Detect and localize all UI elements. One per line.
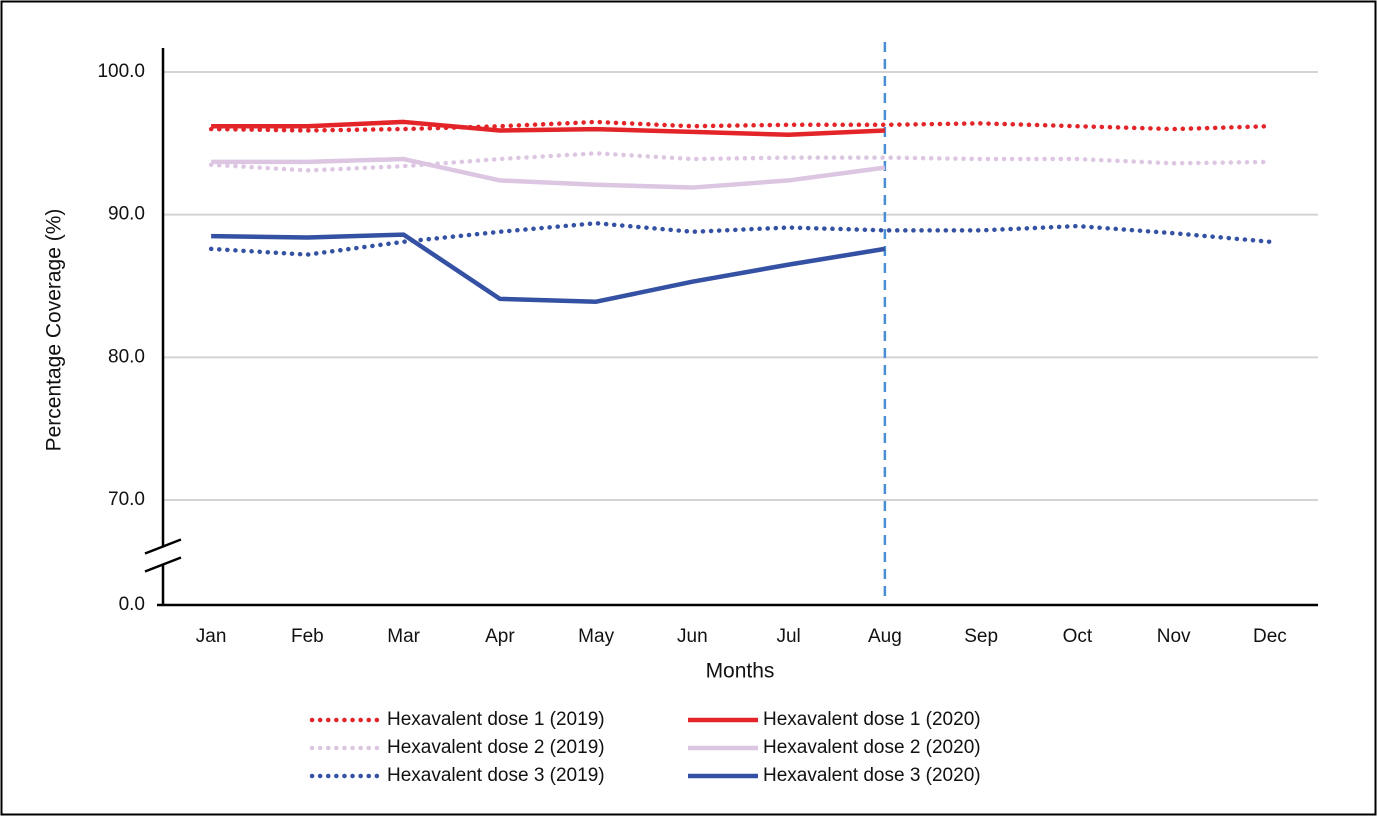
x-tick-label: Aug [868,626,902,647]
x-tick-label: Dec [1253,626,1287,647]
legend-label: Hexavalent dose 1 (2020) [763,709,981,730]
x-tick-label: Jan [196,626,227,647]
axis-break [144,556,182,573]
x-tick-label: Nov [1157,626,1191,647]
x-tick-label: Apr [485,626,515,647]
legend-label: Hexavalent dose 3 (2020) [763,765,981,786]
legend-label: Hexavalent dose 1 (2019) [387,709,605,730]
y-tick-label: 100.0 [97,61,145,82]
line-series [211,232,886,304]
x-tick-label: Jul [776,626,800,647]
line-series [211,156,886,190]
y-axis-title: Percentage Coverage (%) [43,209,66,452]
x-tick-label: Sep [964,626,998,647]
y-tick-label: 90.0 [108,204,145,225]
y-tick-label: 70.0 [108,489,145,510]
x-tick-label: Jun [677,626,708,647]
line-series [211,119,885,138]
y-tick-label: 0.0 [119,594,145,615]
legend-label: Hexavalent dose 2 (2019) [387,737,605,758]
line-series [208,151,1273,173]
x-tick-label: Feb [291,626,324,647]
line-series [208,119,1273,133]
legend-label: Hexavalent dose 3 (2019) [387,765,605,786]
line-series [208,220,1273,257]
x-tick-label: May [578,626,614,647]
x-tick-label: Oct [1063,626,1093,647]
x-tick-label: Mar [387,626,420,647]
axis-break [144,538,182,555]
legend-label: Hexavalent dose 2 (2020) [763,737,981,758]
axis-break-gap [149,547,177,564]
x-axis-title: Months [706,660,775,683]
y-tick-label: 80.0 [108,346,145,367]
